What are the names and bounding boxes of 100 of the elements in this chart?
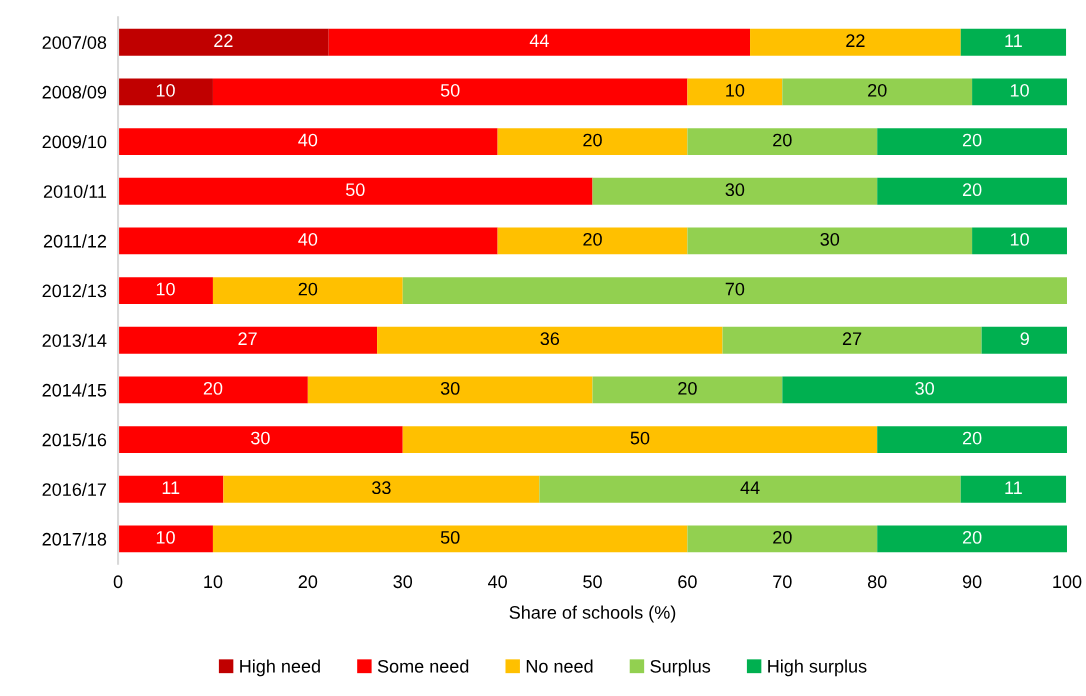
data-label: 20 [962,431,982,445]
bar [118,128,498,155]
data-label: 20 [583,232,602,246]
bar [118,525,213,553]
bar [118,227,498,255]
x-tick-label: 0 [113,575,123,589]
data-label: 70 [725,282,745,296]
bar [402,277,1067,304]
data-label: 36 [540,332,560,346]
bar [687,227,973,255]
data-label: 11 [1005,481,1022,494]
bar [877,525,1067,553]
data-label: 40 [298,232,318,246]
bar [118,78,213,106]
data-label: 20 [962,133,982,147]
bar [497,128,688,155]
bar [497,227,688,255]
data-label: 50 [345,183,365,197]
data-label: 10 [1010,232,1029,246]
bar [687,525,878,553]
y-tick-label: 2009/10 [42,135,107,149]
x-tick-label: 60 [678,575,697,589]
bar [328,28,751,56]
data-label: 30 [820,232,840,246]
bar [118,426,403,453]
legend-label: Some need [377,659,469,673]
y-tick-label: 2014/15 [42,383,107,397]
bar [972,78,1067,106]
data-label: 11 [162,481,180,494]
y-tick-label: 2012/13 [42,284,107,298]
data-label: 9 [1020,332,1029,346]
y-tick-label: 2008/09 [42,85,107,99]
data-label: 20 [773,133,792,147]
data-label: 10 [156,282,175,296]
data-label: 27 [238,332,257,345]
bar [307,376,593,404]
bar [212,78,688,106]
legend-label: High surplus [768,659,867,677]
data-label: 20 [962,183,982,197]
data-label: 22 [846,34,865,47]
bar [212,525,688,553]
bar [687,128,878,155]
data-label: 40 [298,133,318,147]
bar [212,277,403,304]
bar [687,78,783,106]
bar [118,326,378,354]
data-label: 10 [156,83,175,97]
data-label: 50 [440,530,460,544]
x-tick-label: 100 [1053,575,1082,589]
data-label: 44 [740,481,760,494]
legend-label: High need [240,659,320,677]
x-axis-title: Share of schools (%) [509,605,676,623]
bar [118,177,593,205]
y-tick-label: 2011/12 [43,234,107,248]
bar [722,326,982,354]
y-tick-label: 2015/16 [42,433,107,447]
legend-label: Surplus [650,659,711,677]
data-label: 20 [203,381,223,395]
data-label: 30 [440,381,460,395]
bar [118,28,329,56]
bar [981,326,1067,354]
legend-label: No need [526,659,593,673]
data-label: 50 [630,431,650,445]
bar [402,426,878,453]
data-label: 30 [251,431,270,445]
bar [223,475,540,503]
bar [877,177,1067,205]
bar [118,475,224,503]
bar [750,28,961,56]
bar [877,128,1067,155]
bar [960,475,1067,503]
data-label: 20 [868,83,887,97]
data-label: 10 [726,83,745,97]
x-tick-label: 70 [773,575,792,589]
x-tick-label: 90 [962,575,982,589]
bar [118,376,308,404]
y-tick-label: 2010/11 [43,184,107,198]
data-label: 44 [529,34,549,47]
data-label: 10 [1010,83,1029,97]
bar [782,78,973,106]
y-tick-label: 2007/08 [42,35,107,49]
data-label: 33 [372,481,391,495]
x-tick-label: 50 [583,575,602,589]
bar [118,277,213,304]
y-tick-label: 2016/17 [42,482,107,496]
bar [539,475,961,503]
y-tick-label: 2013/14 [42,333,107,347]
data-label: 10 [156,530,175,544]
data-label: 20 [678,381,697,395]
x-tick-label: 30 [393,575,413,589]
data-label: 27 [842,332,862,345]
x-tick-label: 80 [867,575,887,589]
data-label: 22 [214,34,233,47]
x-tick-label: 20 [298,575,318,589]
bar [377,326,723,354]
data-label: 50 [440,83,460,97]
bar [592,177,878,205]
data-label: 30 [725,183,745,197]
data-label: 20 [962,530,982,544]
data-label: 20 [583,133,602,147]
